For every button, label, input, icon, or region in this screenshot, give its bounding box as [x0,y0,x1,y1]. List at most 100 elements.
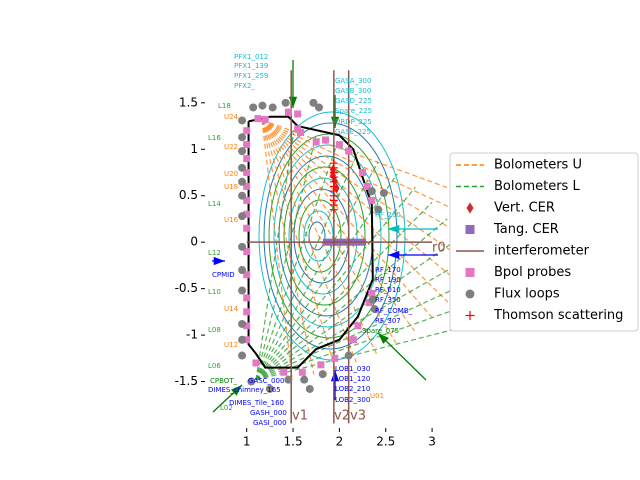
square-marker [280,368,288,376]
flux-contour [283,166,366,306]
square-marker [243,271,251,279]
diagnostic-label: DIMES_chimney_165 [208,386,281,394]
arrow-head [330,370,340,382]
legend-swatch [465,268,475,277]
diagnostic-label: PFX1_139 [234,62,268,70]
diagnostic-label: PFX1_012 [234,53,268,61]
vessel-wall [247,115,374,369]
plus-marker [329,159,338,168]
square-marker [284,108,292,116]
diagnostic-label: U14 [224,305,239,313]
legend: Bolometers U Bolometers L Vert. CER Tang. C… [449,152,639,332]
bolometer-u-chord [261,119,463,286]
x-tick-label: 3 [428,435,436,449]
flux-loop [370,305,379,314]
flux-loop [238,163,247,172]
flux-loop [238,266,247,275]
diagnostic-label: L18 [218,102,231,110]
square-marker [243,224,251,232]
square-marker [243,127,251,135]
diagnostic-label: PFX2_ [234,82,255,90]
square-marker [254,115,262,123]
bolometer-l-chord [255,151,359,381]
flux-contour [278,155,374,317]
diagnostic-label: GASA_300 [335,77,371,85]
legend-label: Tang. CER [493,222,559,237]
square-marker [331,354,339,362]
diagnostic-label: RF_170 [375,266,401,274]
x-tick-label: 2 [336,435,344,449]
square-marker [345,147,353,155]
chord-label: v3 [350,409,366,424]
flux-loop [315,103,324,112]
legend-box [449,152,639,332]
square-marker [335,141,343,149]
diagnostic-label: Spare_075 [362,327,399,335]
diagnostic-label: L10 [208,288,221,296]
diagnostic-label: LOB2_210 [335,385,370,393]
diagnostic-label: LOB1_030 [335,365,370,373]
flux-loop [238,242,247,251]
square-marker [243,182,251,190]
diagnostic-label: RF_COMB_ [375,307,413,315]
square-marker [363,182,371,190]
square-marker [243,247,251,255]
diagnostic-label: U22 [224,143,238,151]
bolometer-u-chord [261,119,449,303]
square-marker [243,155,251,163]
diagnostic-label: L06 [208,362,221,370]
legend-label: Bolometers U [494,158,582,173]
flux-loop [238,147,247,156]
flux-contour [288,177,358,295]
diagnostic-label: GASC_000 [248,377,284,385]
diagnostic-label: RF_010 [375,286,401,294]
square-marker [243,294,251,302]
square-marker [294,110,302,118]
y-tick-label: -0.5 [175,281,198,295]
square-marker [294,125,302,133]
bolometer-l-chord [255,218,448,381]
x-tick-label: 1.5 [284,435,303,449]
bolometer-l-chord [255,255,474,381]
bolometer-u-chord [261,119,336,370]
arrow-head [230,385,242,396]
bolometer-u-chord [261,119,357,363]
y-tick-label: -1 [186,328,198,342]
square-marker [322,136,329,144]
diagnostic-label: DIMES_Tile_160 [229,399,284,407]
bolometer-l-chord [255,143,338,381]
diagnostic-label: LOB1_120 [335,375,370,383]
square-marker [359,168,367,176]
diagnostic-label: U20 [224,170,238,178]
y-tick-label: 1.5 [179,95,198,109]
diagnostic-label: RF_190 [375,276,401,284]
flux-contour [263,122,398,350]
arrow-head [388,224,400,234]
bolometer-l-chord [255,186,416,381]
diagnostic-label: L08 [208,326,221,334]
flux-loop [284,375,293,384]
diagnostic-label: CPBOT_ [210,377,238,385]
arrow-head [378,333,389,344]
diagnostic-label: CPMID [212,271,235,279]
y-tick-label: 1 [190,142,198,156]
chord-label: v2 [334,409,350,424]
flux-loop [374,205,383,214]
y-tick-label: 0.5 [179,188,198,202]
diagnostic-label: RF_260 [375,211,401,219]
diagnostic-label: L14 [208,200,221,208]
square-marker [261,116,269,124]
flux-loop [344,351,353,360]
square-marker [243,141,251,149]
square-marker [243,168,251,176]
flux-loop [305,384,314,393]
arrow-head [288,96,298,108]
flux-loop [238,286,247,295]
legend-swatch [466,202,474,214]
diagnostic-label: U16 [224,216,239,224]
arrow-head [388,250,400,260]
x-tick-label: 1 [243,435,251,449]
square-marker [354,322,362,330]
bolometer-l-chord [255,201,433,381]
flux-loop [379,188,388,197]
